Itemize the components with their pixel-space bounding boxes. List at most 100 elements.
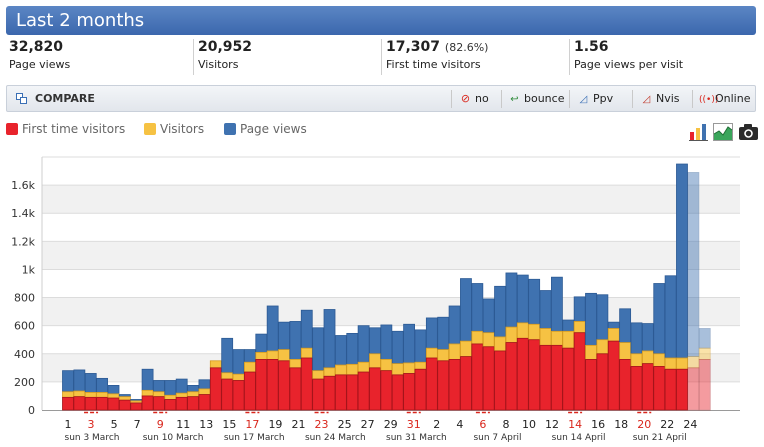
bar-visitors (425, 347, 438, 359)
button-label: no (475, 92, 489, 105)
bar-first-time-visitors (380, 370, 393, 411)
button-label: Online (715, 92, 751, 105)
bar-first-time-visitors (471, 343, 484, 411)
toolbar-divider (501, 90, 502, 108)
bar-page-views (698, 328, 711, 349)
stat-label: Visitors (198, 58, 239, 71)
bar-page-views (334, 335, 347, 366)
grid-band (42, 297, 740, 326)
bar-visitors (460, 340, 472, 357)
bar-page-views (198, 379, 211, 390)
bar-first-time-visitors (505, 342, 518, 411)
x-tick-label: 4 (456, 418, 463, 431)
bar-visitors (391, 363, 404, 376)
online-icon: ((•)) (699, 95, 719, 105)
week-label: sun 7 April (473, 433, 521, 443)
bar-visitors (312, 370, 325, 380)
area-chart-icon[interactable] (713, 123, 733, 141)
camera-icon[interactable] (738, 123, 759, 141)
bar-page-views (425, 317, 438, 349)
bar-visitors (369, 353, 381, 369)
period-title: Last 2 months (16, 10, 145, 31)
bar-page-views (232, 349, 245, 375)
bar-visitors (380, 358, 393, 372)
bar-first-time-visitors (198, 394, 211, 411)
ppv-button[interactable]: ◿ Ppv (573, 89, 629, 108)
stat-divider (381, 39, 382, 75)
bounce-icon: ↩ (510, 94, 519, 105)
y-tick-label: 1.6k (11, 179, 35, 192)
legend-label: Visitors (160, 122, 205, 136)
bar-page-views (300, 309, 313, 349)
bar-visitors (198, 388, 211, 395)
grid-band (42, 241, 740, 270)
bar-visitors (414, 361, 427, 370)
legend-label: First time visitors (22, 122, 126, 136)
stat-value: 17,307 (82.6%) (386, 39, 569, 55)
bar-visitors (471, 330, 484, 345)
stat-value: 20,952 (198, 39, 253, 55)
bar-page-views (482, 298, 495, 334)
no-button[interactable]: ⊘ no (455, 89, 499, 108)
bar-page-views (96, 377, 109, 393)
bar-page-views (266, 305, 279, 352)
bar-page-views (539, 290, 552, 329)
bar-visitors (278, 349, 290, 362)
compare-toolbar: COMPARE ⊘ no ↩ bounce ◿ Ppv ◿ Nvis ((•))Onli… (6, 85, 756, 112)
ppv-icon: ◿ (579, 94, 588, 105)
stat-first-time-visitors: 17,307 (82.6%) First time visitors (383, 37, 569, 77)
stat-percent: (82.6%) (444, 41, 489, 54)
y-tick-label: 1.2k (11, 235, 35, 248)
bar-page-views (607, 321, 620, 329)
period-header: Last 2 months (6, 6, 756, 35)
bar-page-views (562, 319, 575, 332)
bar-first-time-visitors (153, 396, 165, 411)
bar-page-views (380, 324, 393, 360)
x-tick-label: 12 (545, 418, 559, 431)
bar-first-time-visitors (403, 373, 416, 411)
bar-page-views (448, 305, 461, 345)
bar-page-views (84, 373, 97, 393)
toolbar-divider (692, 90, 693, 108)
bar-first-time-visitors (96, 396, 109, 411)
x-tick-label: 20 (637, 418, 651, 431)
bar-first-time-visitors (573, 332, 586, 411)
x-tick-label: 19 (268, 418, 282, 431)
legend-item-first-time-visitors[interactable]: First time visitors (6, 122, 125, 136)
legend-item-visitors[interactable]: Visitors (144, 122, 204, 136)
y-tick-label: 800 (14, 292, 35, 305)
bar-page-views (573, 296, 586, 322)
bar-first-time-visitors (551, 344, 563, 411)
bar-chart-icon[interactable] (689, 123, 709, 141)
bar-visitors (448, 343, 461, 360)
bar-visitors (221, 372, 234, 380)
bar-first-time-visitors (255, 358, 268, 411)
x-tick-label: 29 (384, 418, 398, 431)
bar-page-views (664, 275, 677, 359)
bar-page-views (641, 323, 654, 352)
toolbar-divider (569, 90, 570, 108)
bar-first-time-visitors (334, 374, 347, 411)
button-label: Ppv (593, 92, 614, 105)
legend-item-page-views[interactable]: Page views (224, 122, 307, 136)
bar-page-views (676, 163, 688, 359)
nvis-button[interactable]: ◿ Nvis (636, 89, 690, 108)
bar-page-views (175, 378, 188, 394)
bar-first-time-visitors (266, 358, 279, 411)
bar-page-views (494, 285, 506, 338)
bar-visitors (84, 392, 97, 398)
bar-visitors (528, 323, 541, 341)
online-button[interactable]: ((•))Online (695, 89, 755, 108)
bar-first-time-visitors (232, 380, 245, 411)
bar-first-time-visitors (664, 368, 677, 411)
bar-first-time-visitors (244, 371, 256, 411)
bar-page-views (687, 172, 700, 357)
week-label: sun 24 March (305, 433, 366, 443)
y-tick-label: 1.4k (11, 207, 35, 220)
bar-first-time-visitors (448, 358, 461, 411)
compare-label[interactable]: COMPARE (35, 92, 95, 105)
bounce-button[interactable]: ↩ bounce (504, 89, 566, 108)
compare-icon[interactable] (16, 93, 27, 104)
y-tick-label: 600 (14, 320, 35, 333)
stat-label: Page views (9, 58, 71, 71)
